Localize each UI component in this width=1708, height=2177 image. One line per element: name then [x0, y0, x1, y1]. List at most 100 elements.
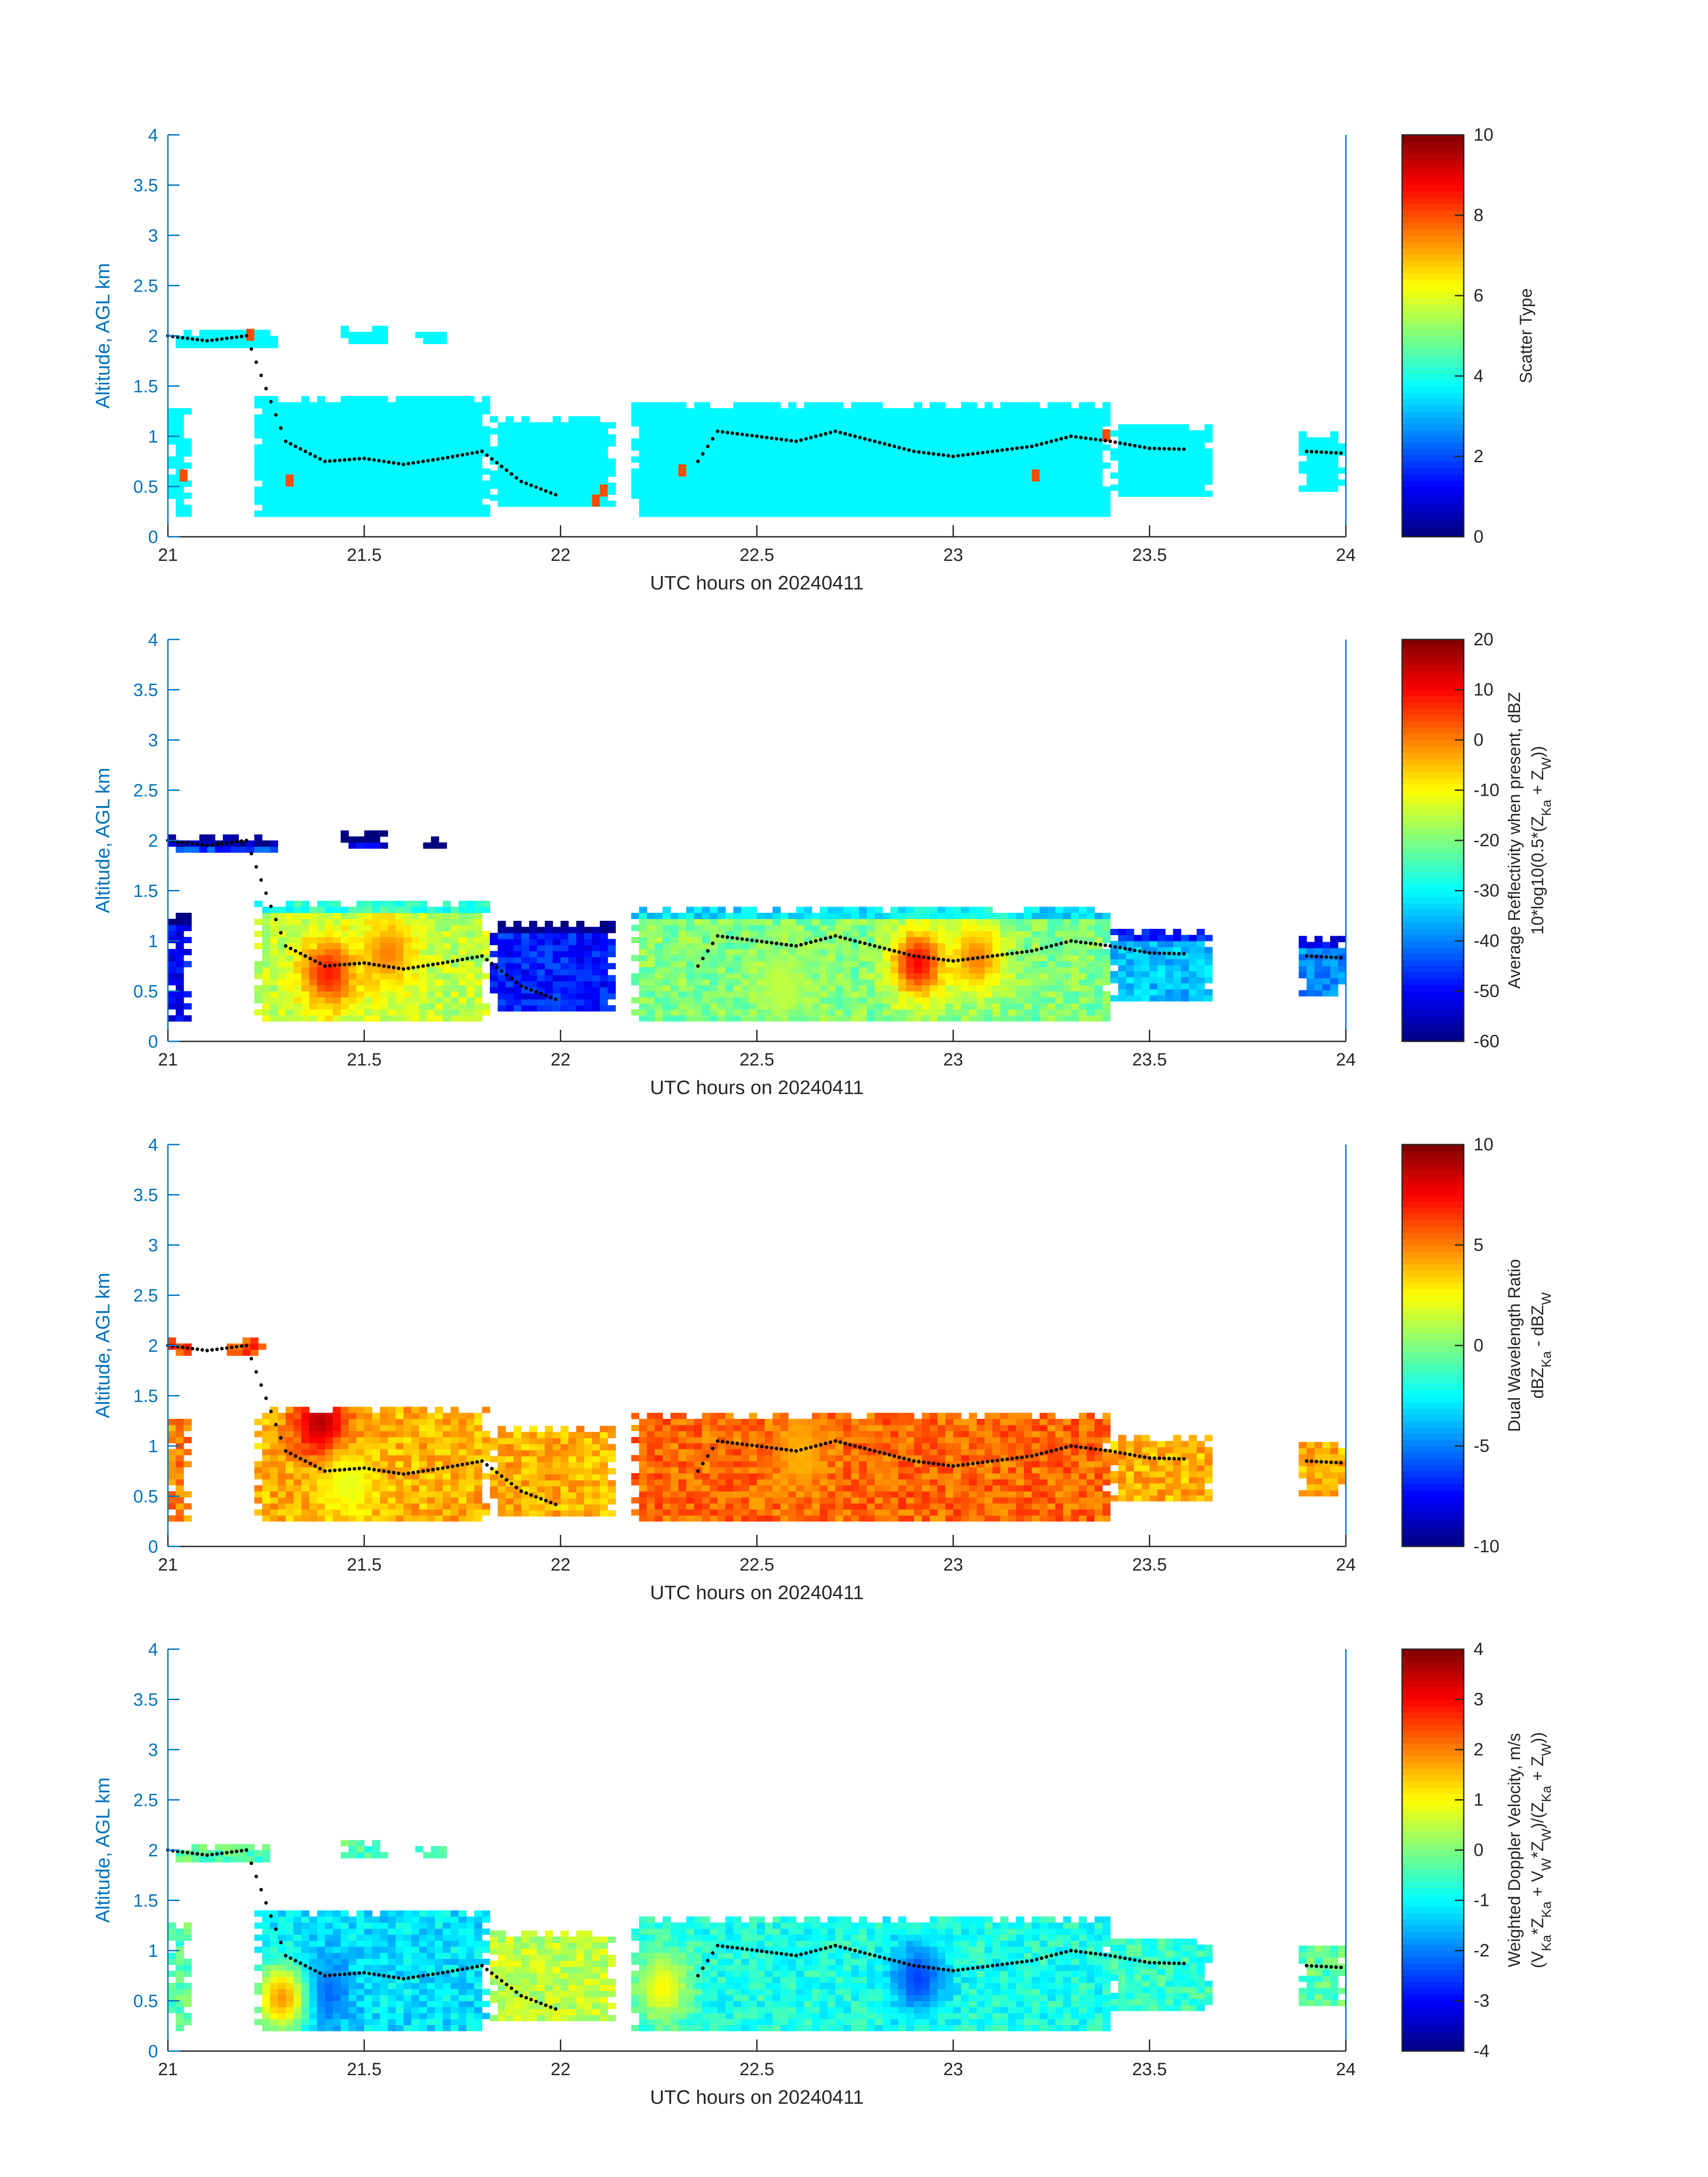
- heatmap-cell: [788, 450, 797, 457]
- heatmap-cell: [1063, 468, 1072, 475]
- heatmap-cell: [1031, 498, 1040, 505]
- heatmap-cell: [985, 997, 993, 1004]
- heatmap-cell: [443, 931, 451, 937]
- heatmap-cell: [168, 493, 176, 499]
- heatmap-cell: [1008, 432, 1016, 439]
- cloud-top-dot: [534, 990, 538, 994]
- cloud-top-dot: [1079, 435, 1083, 439]
- heatmap-cell: [419, 925, 427, 932]
- heatmap-cell: [859, 949, 867, 956]
- heatmap-cell: [662, 979, 671, 986]
- heatmap-cell: [804, 907, 812, 913]
- heatmap-cell: [937, 919, 946, 925]
- heatmap-cell: [1165, 953, 1173, 960]
- heatmap-cell: [1079, 505, 1087, 511]
- heatmap-cell: [922, 985, 930, 992]
- heatmap-cell: [882, 973, 891, 980]
- heatmap-cell: [1118, 983, 1127, 990]
- cloud-top-dot: [446, 455, 450, 460]
- heatmap-cell: [835, 408, 844, 415]
- heatmap-cell: [631, 493, 639, 499]
- heatmap-cell: [396, 426, 404, 433]
- heatmap-cell: [278, 468, 286, 475]
- heatmap-cell: [867, 408, 875, 415]
- heatmap-cell: [788, 498, 797, 505]
- cloud-top-dot: [249, 852, 253, 856]
- heatmap-cell: [552, 422, 561, 429]
- heatmap-cell: [168, 949, 176, 956]
- heatmap-cell: [1102, 1015, 1111, 1022]
- heatmap-cell: [710, 907, 718, 913]
- heatmap-cell: [403, 493, 412, 499]
- heatmap-cell: [710, 997, 718, 1004]
- heatmap-cell: [293, 901, 302, 907]
- heatmap-cell: [1023, 1009, 1032, 1016]
- heatmap-cell: [662, 997, 671, 1004]
- heatmap-cell: [945, 420, 954, 427]
- cloud-top-dot: [1000, 953, 1004, 957]
- heatmap-cell: [364, 332, 372, 338]
- heatmap-cell: [945, 991, 954, 998]
- heatmap-cell: [592, 440, 600, 447]
- heatmap-cell: [600, 957, 608, 964]
- heatmap-cell: [293, 1009, 302, 1016]
- cloud-top-dot: [210, 843, 214, 847]
- heatmap-cell: [788, 414, 797, 421]
- heatmap-cell: [254, 967, 263, 974]
- heatmap-cell: [443, 481, 451, 487]
- heatmap-cell: [1189, 989, 1197, 996]
- cloud-top-dot: [892, 949, 896, 953]
- heatmap-cell: [419, 402, 427, 409]
- heatmap-cell: [906, 414, 915, 421]
- heatmap-cell: [655, 979, 663, 986]
- cloud-top-dot: [1064, 435, 1068, 439]
- heatmap-cell: [584, 987, 593, 994]
- cloud-top-dot: [239, 839, 243, 843]
- heatmap-cell: [812, 505, 820, 511]
- heatmap-cell: [961, 913, 969, 919]
- heatmap-cell: [419, 949, 427, 956]
- heatmap-cell: [568, 951, 577, 957]
- heatmap-cell: [961, 1009, 969, 1016]
- heatmap-cell: [678, 1015, 687, 1022]
- cloud-top-dot: [342, 458, 347, 462]
- heatmap-cell: [513, 969, 522, 976]
- heatmap-cell: [1031, 505, 1040, 511]
- colorbar-segment: [1402, 909, 1464, 916]
- y-tick-label: 2: [148, 326, 158, 346]
- heatmap-cell: [607, 939, 616, 945]
- heatmap-cell: [537, 981, 545, 988]
- heatmap-cell: [1079, 985, 1087, 992]
- heatmap-cell: [710, 493, 718, 499]
- heatmap-cell: [396, 450, 404, 457]
- heatmap-cell: [434, 510, 443, 517]
- heatmap-cell: [914, 474, 922, 481]
- heatmap-cell: [733, 450, 742, 457]
- heatmap-cell: [333, 486, 341, 493]
- heatmap-cell: [474, 498, 483, 505]
- heatmap-cell: [992, 486, 1001, 493]
- heatmap-cell: [537, 464, 545, 471]
- heatmap-cell: [356, 1015, 365, 1022]
- heatmap-cell: [1016, 943, 1024, 949]
- heatmap-cell: [780, 985, 789, 992]
- heatmap-cell: [741, 468, 750, 475]
- heatmap-cell: [749, 949, 757, 956]
- heatmap-cell: [686, 1003, 694, 1010]
- heatmap-cell: [434, 943, 443, 949]
- heatmap-cell: [1055, 937, 1064, 944]
- heatmap-cell: [1149, 424, 1158, 431]
- heatmap-cell: [537, 951, 545, 957]
- heatmap-cell: [796, 505, 805, 511]
- cloud-top-dot: [912, 449, 916, 453]
- cloud-top-dot: [392, 965, 396, 969]
- heatmap-cell: [521, 470, 530, 477]
- heatmap-cell: [576, 494, 585, 501]
- heatmap-cell: [977, 991, 985, 998]
- heatmap-cell: [552, 464, 561, 471]
- heatmap-cell: [812, 468, 820, 475]
- heatmap-cell: [1055, 450, 1064, 457]
- heatmap-cell: [396, 498, 404, 505]
- heatmap-cell: [1008, 985, 1016, 992]
- heatmap-cell: [1157, 935, 1166, 941]
